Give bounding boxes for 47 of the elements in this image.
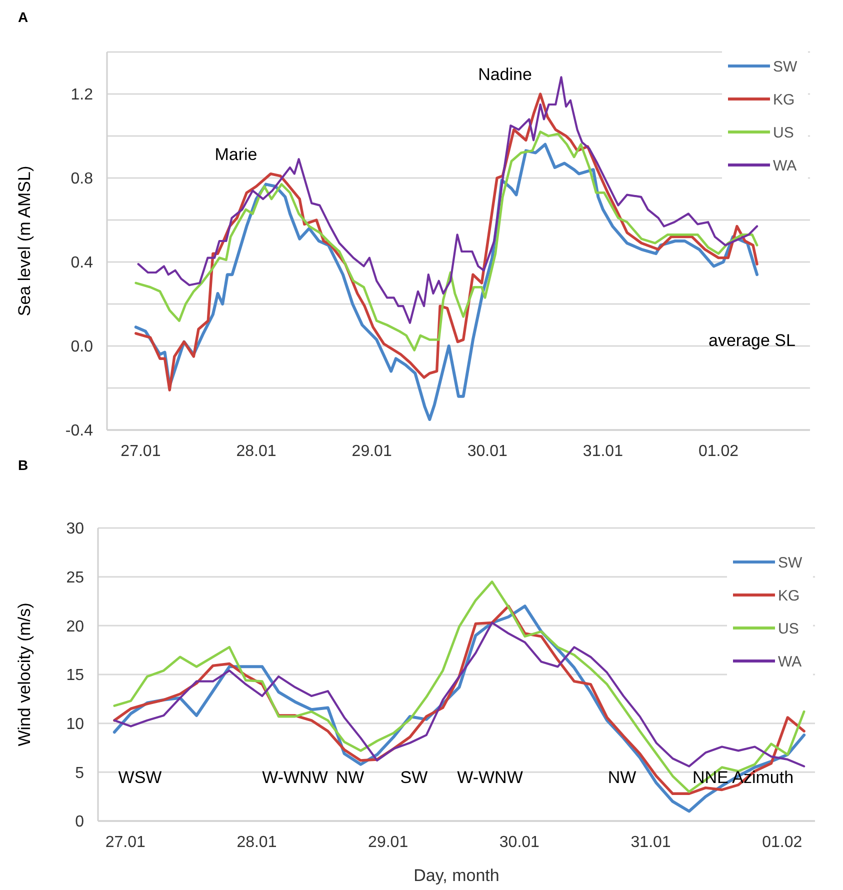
legend-label: WA xyxy=(778,653,802,670)
y-tick-label: 20 xyxy=(66,618,84,636)
y-tick-label: 0 xyxy=(75,814,84,831)
y-tick-label: 0.8 xyxy=(70,170,94,188)
x-axis-title: Day, month xyxy=(414,866,500,885)
annotation: W-WNW xyxy=(457,768,523,787)
x-tick-label: 31.01 xyxy=(582,443,624,460)
annotation: Nadine xyxy=(478,65,532,84)
legend-label: SW xyxy=(778,554,804,572)
y-tick-label: 25 xyxy=(66,569,84,586)
legend-label: KG xyxy=(778,587,800,604)
x-tick-label: 30.01 xyxy=(467,443,508,460)
y-tick-label: 15 xyxy=(66,667,84,684)
annotation: Marie xyxy=(214,145,258,164)
y-tick-label: -0.4 xyxy=(65,422,94,440)
y-tick-label: 30 xyxy=(66,520,84,538)
line-series xyxy=(113,622,806,768)
chart-title: A xyxy=(18,9,28,25)
y-tick-label: 10 xyxy=(66,716,84,733)
x-tick-label: 31.01 xyxy=(630,834,671,851)
x-tick-label: 29.01 xyxy=(368,834,408,851)
x-tick-label: 01.02 xyxy=(698,443,739,460)
x-tick-label: 28.01 xyxy=(236,443,276,460)
y-tick-label: 5 xyxy=(75,764,84,782)
y-tick-label: 1.2 xyxy=(70,86,94,104)
y-tick-label: 0.4 xyxy=(70,254,94,272)
legend-label: KG xyxy=(773,91,795,108)
x-tick-label: 30.01 xyxy=(499,834,540,851)
annotation: NW xyxy=(608,768,636,787)
legend-label: US xyxy=(773,124,794,142)
x-tick-label: 27.01 xyxy=(120,443,161,460)
legend-label: SW xyxy=(773,58,798,76)
x-tick-label: 28.01 xyxy=(236,834,277,851)
x-tick-label: 01.02 xyxy=(762,834,802,851)
y-axis-title: Wind velocity (m/s) xyxy=(15,602,34,746)
annotation: average SL xyxy=(708,331,796,350)
y-axis-title: Sea level (m AMSL) xyxy=(15,166,34,316)
annotation: W-WNW xyxy=(262,768,328,787)
annotation: WSW xyxy=(118,768,162,787)
legend-label: US xyxy=(778,620,799,638)
chart-title: B xyxy=(18,457,28,473)
annotation: SW xyxy=(400,768,428,787)
legend-label: WA xyxy=(773,157,797,174)
y-tick-label: 0.0 xyxy=(70,338,94,356)
x-tick-label: 29.01 xyxy=(352,443,392,460)
annotation: NW xyxy=(336,768,364,787)
x-tick-label: 27.01 xyxy=(105,834,146,851)
